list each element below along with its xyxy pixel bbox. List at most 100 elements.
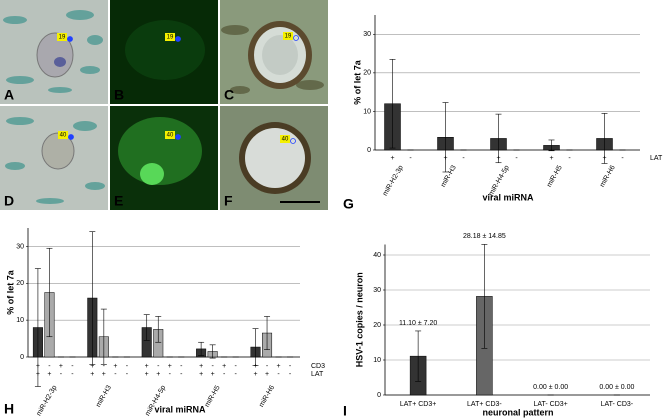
y-tick-label: 10 bbox=[373, 357, 381, 364]
y-tick-label: 30 bbox=[16, 243, 24, 250]
x-tick-label: LAT+ CD3- bbox=[467, 401, 502, 408]
marker bbox=[67, 36, 73, 42]
y-axis-label: % of let 7a bbox=[352, 59, 362, 105]
sub-row-name: CD3 bbox=[311, 363, 325, 370]
sub-label: + bbox=[36, 371, 40, 378]
panel-letter: C bbox=[224, 87, 234, 103]
sub-label: + bbox=[145, 371, 149, 378]
tag-label: 19 bbox=[59, 35, 66, 41]
sub-label: + bbox=[277, 363, 281, 370]
sub-label: + bbox=[145, 363, 149, 370]
x-tick-label: miR-H2-3p bbox=[382, 164, 405, 197]
x-axis-label: viral miRNA bbox=[154, 404, 206, 414]
tag-label: 19 bbox=[285, 34, 292, 40]
sub-label: - bbox=[60, 371, 63, 378]
y-tick-label: 0 bbox=[367, 147, 371, 154]
sub-label: - bbox=[235, 363, 238, 370]
error-bar bbox=[143, 314, 150, 341]
sub-label: - bbox=[103, 363, 106, 370]
y-tick-label: 0 bbox=[20, 354, 24, 361]
y-tick-label: 10 bbox=[16, 317, 24, 324]
marker bbox=[175, 134, 181, 140]
error-bar bbox=[548, 139, 555, 152]
sub-label: - bbox=[114, 371, 117, 378]
sub-label: + bbox=[113, 363, 117, 370]
error-bar bbox=[89, 231, 96, 365]
sub-label: - bbox=[169, 371, 172, 378]
error-bar bbox=[264, 316, 271, 350]
tag-box bbox=[280, 135, 290, 143]
y-tick-label: 20 bbox=[363, 70, 371, 77]
sub-label: + bbox=[443, 155, 447, 162]
sub-label: - bbox=[289, 363, 292, 370]
sub-label: + bbox=[47, 371, 51, 378]
tag-box bbox=[57, 33, 67, 41]
sub-label: - bbox=[180, 363, 183, 370]
tag-label: 40 bbox=[60, 133, 67, 139]
sub-label: - bbox=[223, 371, 226, 378]
sub-label: + bbox=[253, 371, 257, 378]
micro-f bbox=[220, 106, 328, 210]
value-label: 0.00 ± 0.00 bbox=[533, 384, 568, 391]
error-bar bbox=[252, 328, 259, 366]
marker bbox=[293, 35, 299, 41]
panel-letter: D bbox=[4, 193, 14, 209]
panel-letter: E bbox=[114, 193, 123, 209]
sub-label: - bbox=[515, 155, 518, 162]
sub-label: - bbox=[277, 371, 280, 378]
y-tick-label: 30 bbox=[373, 287, 381, 294]
sub-label: - bbox=[235, 371, 238, 378]
y-tick-label: 20 bbox=[16, 280, 24, 287]
sub-label: + bbox=[90, 371, 94, 378]
sub-label: + bbox=[156, 371, 160, 378]
error-bar bbox=[415, 330, 422, 382]
x-tick-label: miR-H5 bbox=[546, 164, 564, 188]
panel-letter: G bbox=[343, 196, 354, 212]
error-bar bbox=[389, 59, 396, 149]
sub-label: - bbox=[289, 371, 292, 378]
sub-label: + bbox=[59, 363, 63, 370]
error-bar bbox=[34, 268, 41, 387]
marker bbox=[68, 134, 74, 140]
sub-label: - bbox=[157, 363, 160, 370]
error-bar bbox=[155, 316, 162, 343]
micro-a bbox=[0, 0, 108, 104]
sub-label: - bbox=[568, 155, 571, 162]
value-label: 28.18 ± 14.85 bbox=[463, 233, 506, 240]
sub-label: + bbox=[211, 371, 215, 378]
micro-d bbox=[0, 106, 108, 210]
error-bar bbox=[481, 244, 488, 349]
micro-e bbox=[110, 106, 218, 210]
x-tick-label: miR-H2-3p bbox=[36, 384, 59, 417]
sub-label: + bbox=[496, 155, 500, 162]
sub-label: + bbox=[199, 363, 203, 370]
micro-c bbox=[220, 0, 328, 104]
sub-label: - bbox=[48, 363, 51, 370]
error-bar bbox=[100, 308, 107, 365]
error-bar bbox=[209, 344, 216, 359]
sub-label: - bbox=[621, 155, 624, 162]
marker bbox=[290, 138, 296, 144]
sub-label: + bbox=[102, 371, 106, 378]
x-tick-label: miR-H6 bbox=[258, 384, 276, 408]
x-tick-label: LAT+ CD3+ bbox=[400, 401, 436, 408]
sub-row-name: LAT bbox=[311, 371, 324, 378]
sub-label: + bbox=[168, 363, 172, 370]
sub-label: - bbox=[126, 363, 129, 370]
sub-label: + bbox=[253, 363, 257, 370]
x-tick-label: miR-H3 bbox=[95, 384, 113, 408]
value-label: 11.10 ± 7.20 bbox=[399, 320, 437, 327]
sub-label: + bbox=[222, 363, 226, 370]
y-tick-label: 20 bbox=[373, 322, 381, 329]
value-label: 0.00 ± 0.00 bbox=[599, 384, 634, 391]
tag-box bbox=[165, 33, 175, 41]
sub-label: - bbox=[462, 155, 465, 162]
sub-label: + bbox=[390, 155, 394, 162]
sub-label: - bbox=[71, 363, 74, 370]
error-bar bbox=[46, 247, 53, 338]
panel-letter: H bbox=[4, 401, 14, 417]
x-tick-label: LAT- CD3- bbox=[601, 401, 634, 408]
tag-label: 40 bbox=[167, 133, 174, 139]
